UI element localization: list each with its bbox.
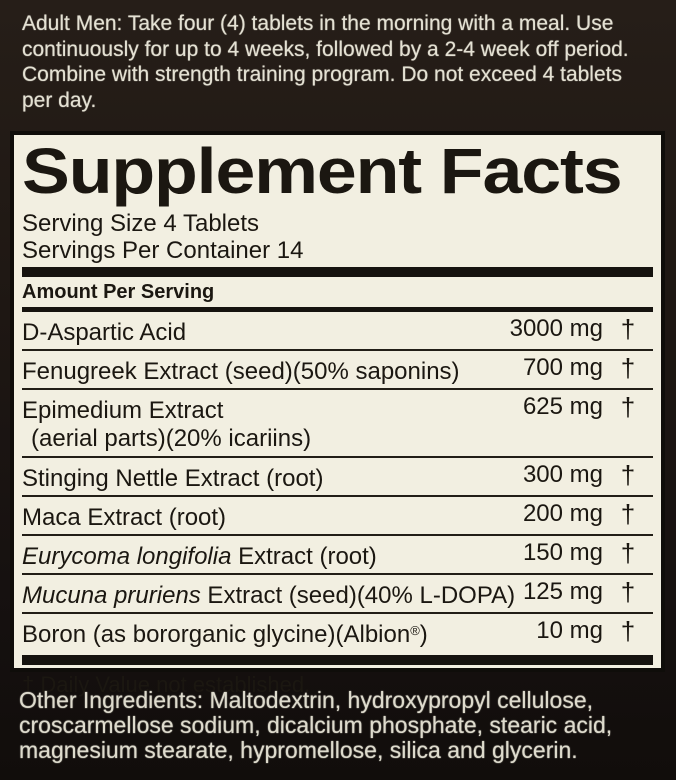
ingredient-amount: 200 mg — [522, 500, 603, 527]
ingredient-name: Maca Extract (root) — [22, 504, 227, 531]
ingredient-row: Maca Extract (root) 200 mg † — [22, 497, 653, 536]
directions-line-3: Combine with strength training program. … — [22, 63, 622, 86]
other-ingredients-text: Other Ingredients: Maltodextrin, hydroxy… — [19, 688, 664, 763]
supplement-facts-panel: Supplement Facts Serving Size 4 Tablets … — [10, 131, 665, 697]
registered-trademark-symbol: ® — [410, 623, 420, 638]
ingredient-amount: 125 mg — [522, 578, 603, 605]
ingredient-amount: 625 mg — [522, 393, 603, 420]
ingredient-row: Epimedium Extract (aerial parts)(20% ica… — [22, 390, 653, 458]
ingredient-name: Mucuna pruriens Extract (seed)(40% L-DOP… — [22, 582, 516, 609]
serving-size: Serving Size 4 Tablets — [22, 210, 260, 237]
ingredient-name: Eurycoma longifolia Extract (root) — [22, 543, 377, 570]
panel-title: Supplement Facts — [22, 135, 623, 207]
ingredient-amount: 3000 mg — [509, 315, 603, 342]
ingredient-name: Epimedium Extract (aerial parts)(20% ica… — [22, 394, 498, 453]
ingredient-amount: 150 mg — [522, 539, 603, 566]
ingredient-amount: 300 mg — [522, 461, 603, 488]
ingredient-amount: 10 mg — [536, 617, 603, 644]
ingredient-name-italic: Eurycoma longifolia — [22, 543, 232, 570]
ingredient-row: Boron (as bororganic glycine)(Albion®) 1… — [22, 614, 653, 651]
servings-per-container: Servings Per Container 14 — [22, 237, 304, 264]
directions-line-1: Adult Men: Take four (4) tablets in the … — [22, 12, 614, 35]
daily-value-dagger: † — [620, 577, 636, 607]
ingredient-name: Boron (as bororganic glycine)(Albion®) — [22, 621, 428, 648]
directions-line-2: continuously for up to 4 weeks, followed… — [22, 37, 629, 61]
ingredient-name-line2: (aerial parts)(20% icariins) — [31, 425, 312, 452]
directions-line-4: per day. — [22, 88, 97, 112]
ingredient-row: Mucuna pruriens Extract (seed)(40% L-DOP… — [22, 575, 653, 614]
other-ingredients-line-2: croscarmellose sodium, dicalcium phospha… — [19, 712, 613, 738]
ingredient-name-italic: Mucuna pruriens — [22, 582, 201, 609]
ingredient-name: D-Aspartic Acid — [22, 319, 187, 346]
ingredient-name: Fenugreek Extract (seed)(50% saponins) — [22, 358, 460, 385]
dv-footnote: † Daily Value not established. — [22, 672, 311, 697]
divider-thick-bottom — [22, 655, 653, 665]
ingredient-row: Fenugreek Extract (seed)(50% saponins) 7… — [22, 351, 653, 390]
amount-per-serving-header: Amount Per Serving — [22, 281, 215, 303]
other-ingredients-line-3: magnesium stearate, hypromellose, silica… — [19, 737, 578, 763]
ingredient-row: Stinging Nettle Extract (root) 300 mg † — [22, 458, 653, 497]
daily-value-dagger: † — [620, 538, 636, 568]
facts-rows: D-Aspartic Acid 3000 mg † Fenugreek Extr… — [22, 312, 653, 651]
divider-medium — [22, 307, 653, 312]
daily-value-dagger: † — [620, 499, 636, 529]
daily-value-dagger: † — [620, 353, 636, 383]
ingredient-name: Stinging Nettle Extract (root) — [22, 465, 324, 492]
daily-value-dagger: † — [620, 460, 636, 490]
directions-text: Adult Men: Take four (4) tablets in the … — [22, 11, 667, 113]
ingredient-row: D-Aspartic Acid 3000 mg † — [22, 312, 653, 351]
other-ingredients-line-1: Other Ingredients: Maltodextrin, hydroxy… — [19, 687, 594, 713]
daily-value-dagger: † — [620, 616, 636, 646]
ingredient-row: Eurycoma longifolia Extract (root) 150 m… — [22, 536, 653, 575]
daily-value-dagger: † — [620, 392, 636, 422]
divider-thick-top — [22, 267, 653, 277]
daily-value-dagger: † — [620, 314, 636, 344]
ingredient-amount: 700 mg — [522, 354, 603, 381]
